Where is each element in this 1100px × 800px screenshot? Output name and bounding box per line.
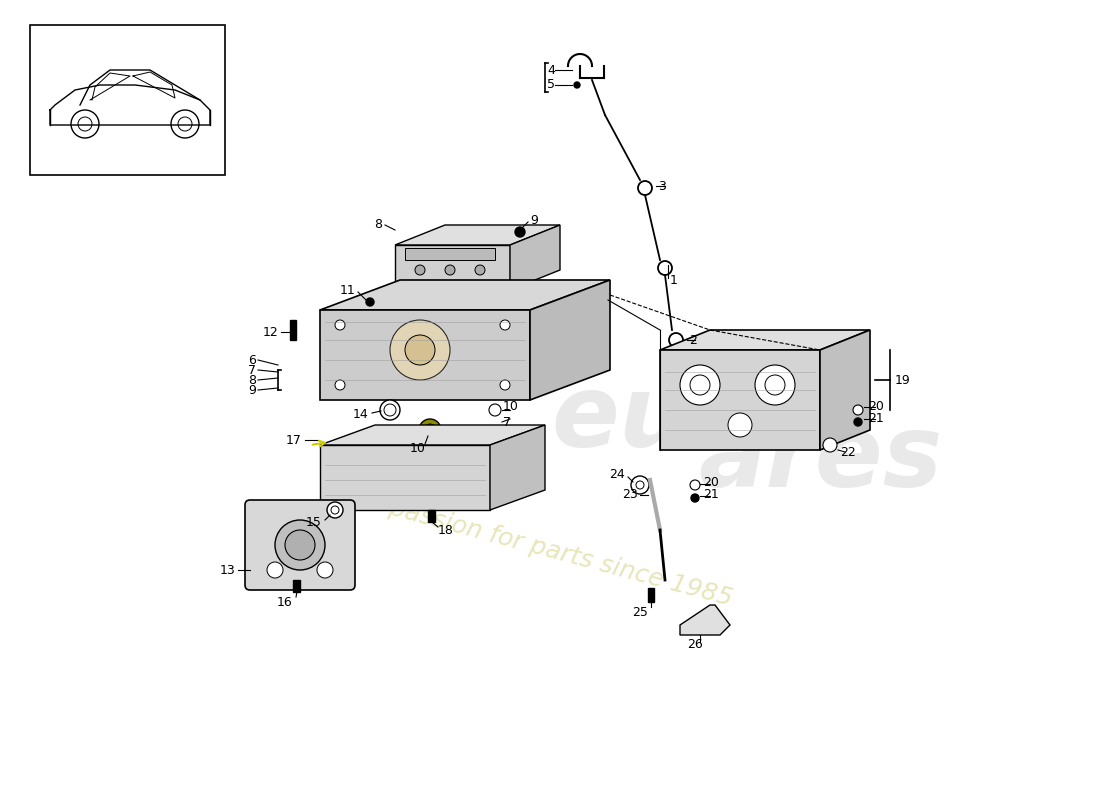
- Circle shape: [764, 375, 785, 395]
- Polygon shape: [320, 445, 490, 510]
- Polygon shape: [680, 605, 730, 635]
- Circle shape: [728, 413, 752, 437]
- Text: 17: 17: [286, 434, 302, 446]
- Text: 12: 12: [262, 326, 278, 338]
- Circle shape: [680, 365, 720, 405]
- Bar: [648, 588, 654, 602]
- Text: 10: 10: [410, 442, 426, 454]
- Circle shape: [267, 562, 283, 578]
- Circle shape: [415, 265, 425, 275]
- Text: 23: 23: [623, 489, 638, 502]
- Bar: [30, 25, 225, 175]
- Circle shape: [78, 117, 92, 131]
- Text: 26: 26: [688, 638, 703, 651]
- Bar: [405, 248, 495, 260]
- Text: 13: 13: [219, 563, 235, 577]
- Circle shape: [669, 333, 683, 347]
- Circle shape: [574, 82, 580, 88]
- Circle shape: [170, 110, 199, 138]
- Circle shape: [852, 405, 864, 415]
- Text: 22: 22: [840, 446, 856, 458]
- Circle shape: [317, 562, 333, 578]
- Circle shape: [384, 404, 396, 416]
- Circle shape: [285, 530, 315, 560]
- Polygon shape: [510, 225, 560, 290]
- Bar: [290, 320, 296, 340]
- Bar: [293, 580, 300, 592]
- Circle shape: [178, 117, 192, 131]
- Text: 20: 20: [703, 475, 719, 489]
- Text: 20: 20: [868, 401, 884, 414]
- Text: 10: 10: [503, 401, 519, 414]
- Circle shape: [390, 320, 450, 380]
- Circle shape: [424, 424, 436, 436]
- Text: 2: 2: [689, 334, 697, 346]
- Circle shape: [690, 480, 700, 490]
- Circle shape: [691, 494, 698, 502]
- Polygon shape: [320, 310, 530, 400]
- Circle shape: [405, 335, 435, 365]
- Circle shape: [379, 400, 400, 420]
- Circle shape: [336, 380, 345, 390]
- Circle shape: [636, 481, 644, 489]
- Text: 7: 7: [503, 415, 512, 429]
- Circle shape: [72, 110, 99, 138]
- Text: 9: 9: [530, 214, 538, 226]
- Text: 15: 15: [306, 515, 322, 529]
- FancyBboxPatch shape: [245, 500, 355, 590]
- Circle shape: [336, 320, 345, 330]
- Text: 8: 8: [248, 374, 256, 386]
- Circle shape: [755, 365, 795, 405]
- Circle shape: [327, 502, 343, 518]
- Text: 11: 11: [339, 283, 355, 297]
- Circle shape: [419, 419, 441, 441]
- Text: euro: euro: [551, 371, 808, 469]
- Circle shape: [515, 227, 525, 237]
- Text: 14: 14: [352, 409, 368, 422]
- Text: 7: 7: [248, 363, 256, 377]
- Bar: [428, 510, 435, 522]
- Text: 16: 16: [277, 597, 293, 610]
- Circle shape: [500, 320, 510, 330]
- Text: 5: 5: [547, 78, 556, 91]
- Text: 18: 18: [438, 523, 454, 537]
- Circle shape: [638, 181, 652, 195]
- Circle shape: [658, 261, 672, 275]
- Circle shape: [823, 438, 837, 452]
- Circle shape: [331, 506, 339, 514]
- Polygon shape: [320, 425, 544, 445]
- Polygon shape: [320, 280, 610, 310]
- Circle shape: [631, 476, 649, 494]
- Text: 3: 3: [658, 179, 666, 193]
- Circle shape: [366, 298, 374, 306]
- Polygon shape: [395, 225, 560, 245]
- Text: 4: 4: [547, 63, 554, 77]
- Text: 19: 19: [895, 374, 911, 386]
- Circle shape: [475, 265, 485, 275]
- Circle shape: [500, 380, 510, 390]
- Circle shape: [854, 418, 862, 426]
- Text: 21: 21: [868, 413, 883, 426]
- Text: 1: 1: [670, 274, 678, 286]
- Text: 24: 24: [609, 469, 625, 482]
- Polygon shape: [490, 425, 544, 510]
- Circle shape: [690, 375, 710, 395]
- Circle shape: [275, 520, 324, 570]
- Text: 21: 21: [703, 489, 718, 502]
- Polygon shape: [660, 350, 820, 450]
- Circle shape: [490, 404, 500, 416]
- Text: ares: ares: [697, 411, 942, 509]
- Text: 8: 8: [374, 218, 382, 231]
- Polygon shape: [395, 245, 510, 290]
- Polygon shape: [820, 330, 870, 450]
- Polygon shape: [530, 280, 610, 400]
- Text: 25: 25: [632, 606, 648, 618]
- Text: a passion for parts since 1985: a passion for parts since 1985: [364, 490, 736, 610]
- Text: 9: 9: [249, 383, 256, 397]
- Circle shape: [446, 265, 455, 275]
- Polygon shape: [660, 330, 870, 350]
- Text: 6: 6: [249, 354, 256, 366]
